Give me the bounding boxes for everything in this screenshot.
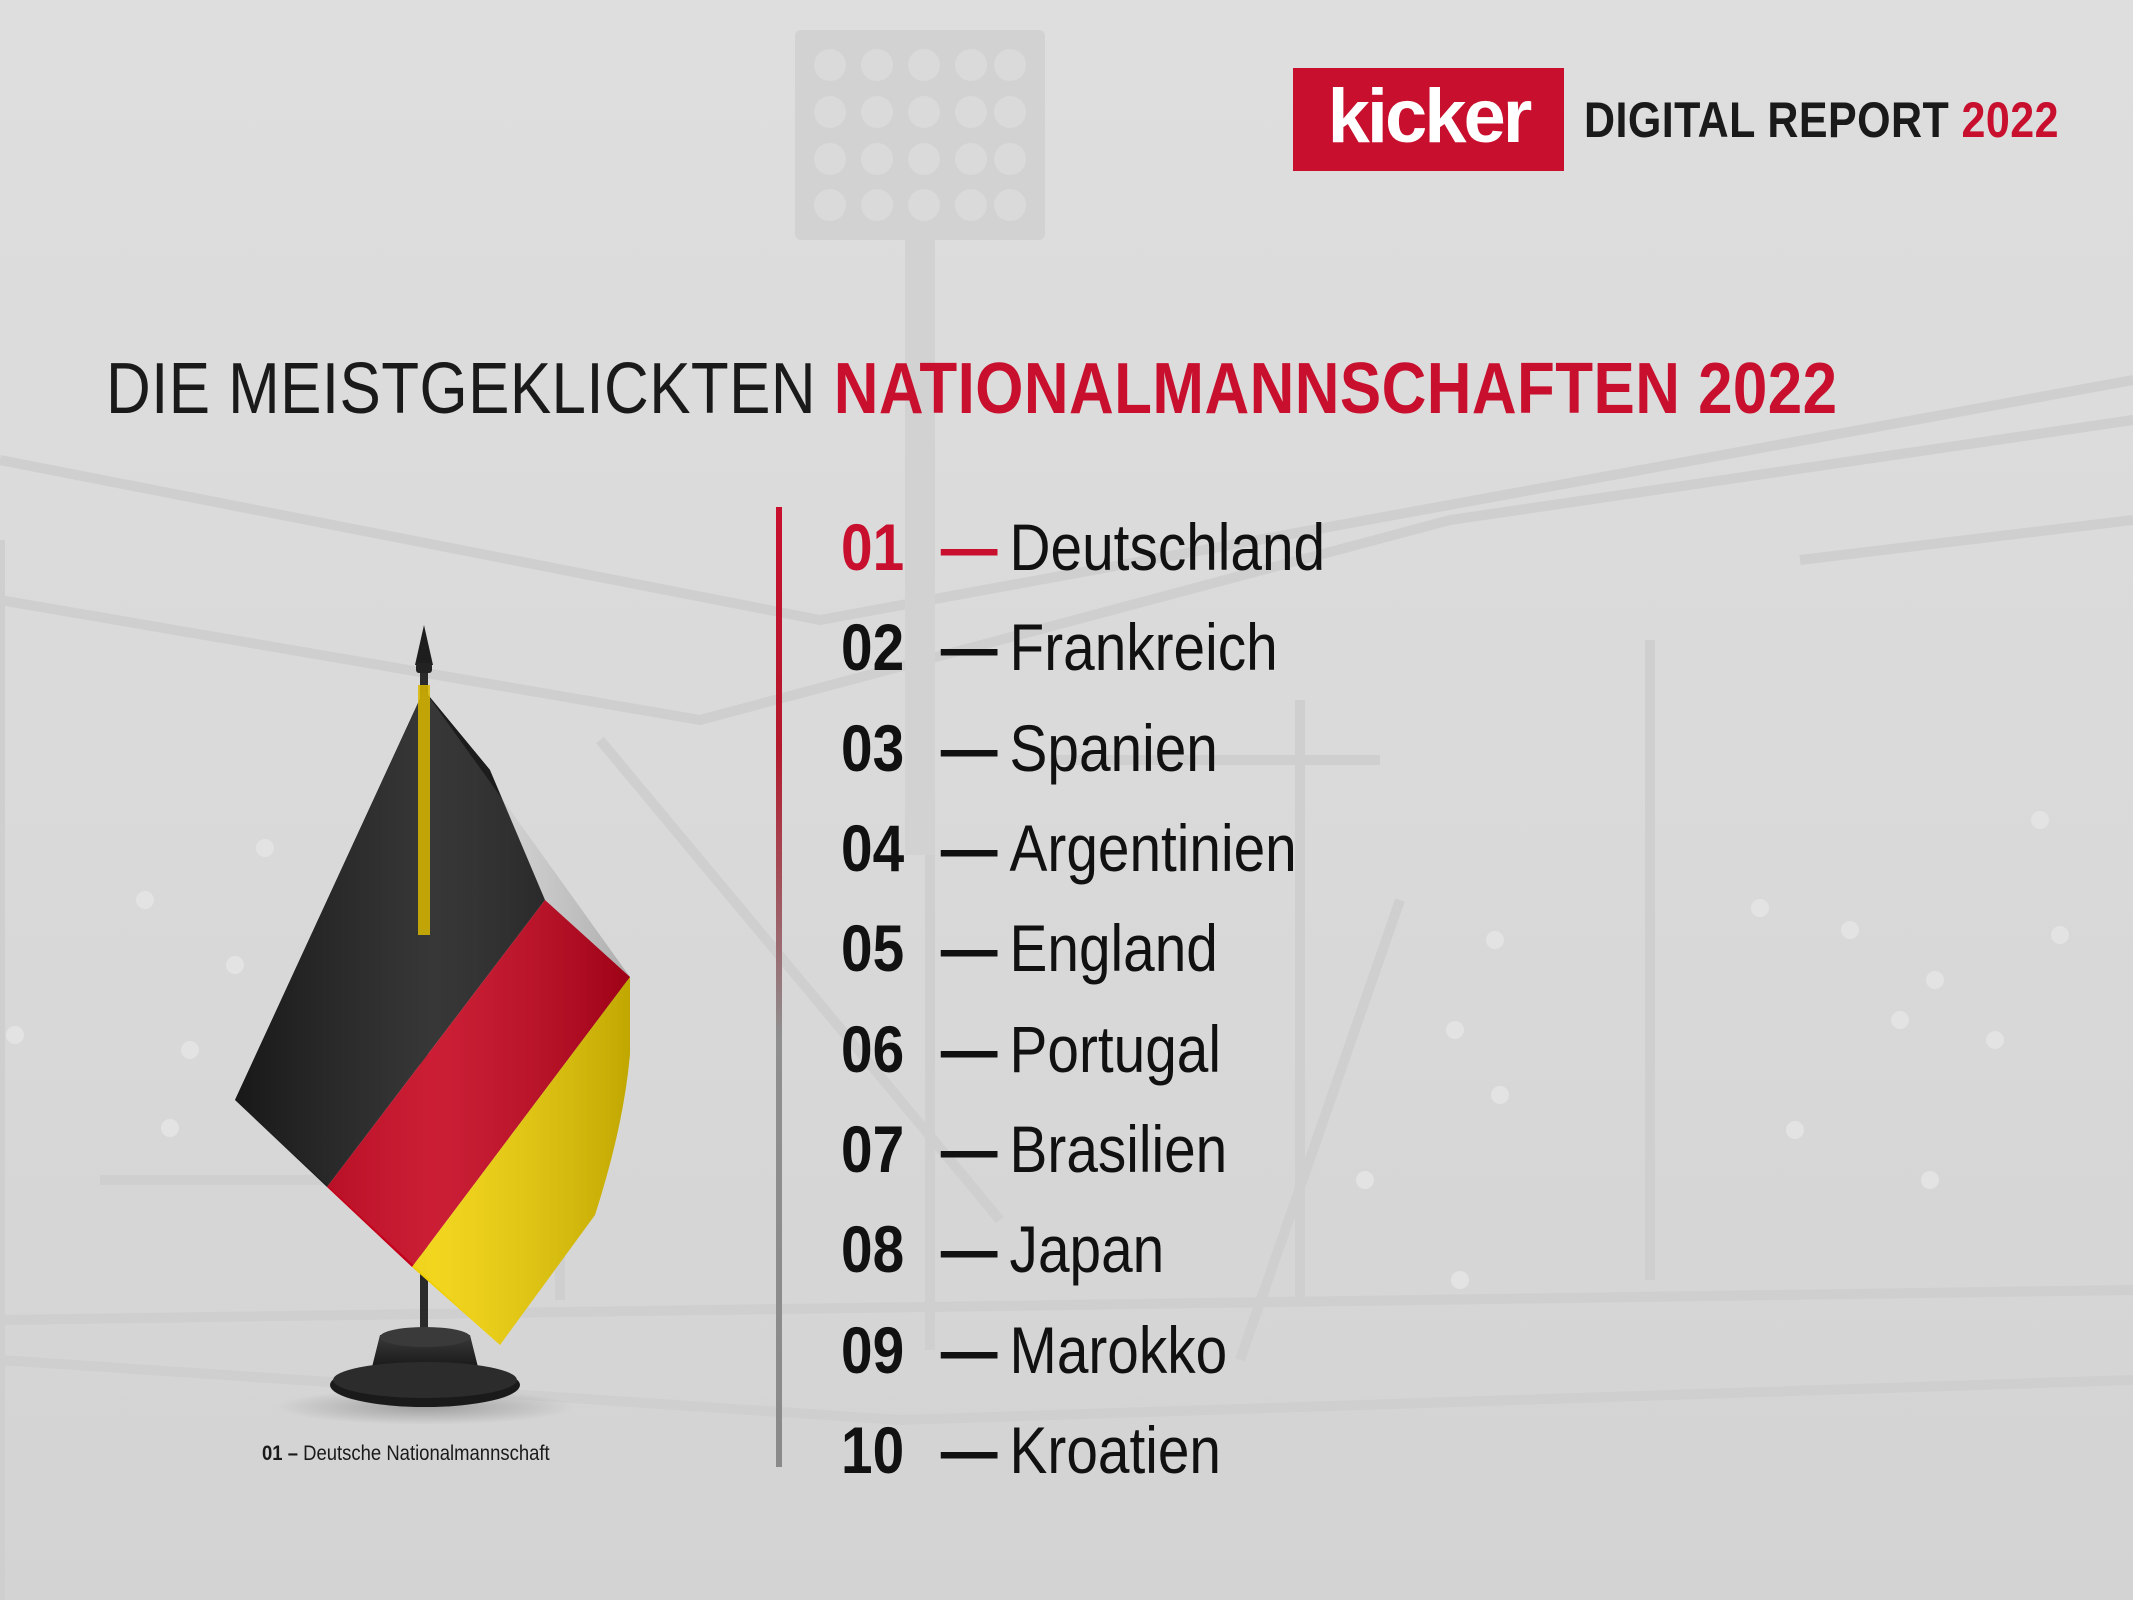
ranking-item: 02 — Frankreich <box>841 597 1404 697</box>
germany-table-flag-icon <box>235 625 630 1425</box>
rank-number: 10 <box>841 1412 905 1487</box>
rank-number: 04 <box>841 811 905 886</box>
rank-dash: — <box>940 811 998 886</box>
ranking-item: 06 — Portugal <box>841 998 1404 1098</box>
rank-dash: — <box>940 1111 998 1186</box>
ranking-item: 07 — Brasilien <box>841 1099 1404 1199</box>
rank-dash: — <box>940 1011 998 1086</box>
rank-dash: — <box>940 710 998 785</box>
rank-dash: — <box>940 510 998 585</box>
kicker-logo: kicker <box>1293 68 1564 171</box>
kicker-logo-text: kicker <box>1327 73 1533 159</box>
ranking-item: 05 — England <box>841 898 1404 998</box>
rank-dash: — <box>940 1212 998 1287</box>
rank-dash: — <box>940 1312 998 1387</box>
ranking-item: 03 — Spanien <box>841 698 1404 798</box>
rank-number: 06 <box>841 1011 905 1086</box>
rank-number: 02 <box>841 610 905 685</box>
team-name: Kroatien <box>1009 1412 1221 1487</box>
team-name: Marokko <box>1009 1312 1228 1387</box>
team-name: Spanien <box>1009 710 1218 785</box>
team-name: Portugal <box>1009 1011 1221 1086</box>
rank-number: 09 <box>841 1312 905 1387</box>
rank-dash: — <box>940 911 998 986</box>
team-name: Argentinien <box>1009 811 1297 886</box>
rank-number: 01 <box>841 510 905 585</box>
page-title: DIE MEISTGEKLICKTEN NATIONALMANNSCHAFTEN… <box>106 348 1838 430</box>
ranking-item: 09 — Marokko <box>841 1299 1404 1399</box>
rank-dash: — <box>940 610 998 685</box>
ranking-item: 01 — Deutschland <box>841 497 1404 597</box>
report-label: DIGITAL REPORT <box>1584 91 1950 148</box>
ranking-item: 08 — Japan <box>841 1199 1404 1299</box>
flag-caption: 01 – Deutsche Nationalmannschaft <box>262 1442 550 1466</box>
ranking-item: 10 — Kroatien <box>841 1400 1404 1500</box>
team-name: Brasilien <box>1009 1111 1228 1186</box>
team-name: England <box>1009 911 1218 986</box>
ranking-item: 04 — Argentinien <box>841 798 1404 898</box>
rank-number: 03 <box>841 710 905 785</box>
rank-number: 08 <box>841 1212 905 1287</box>
title-prefix: DIE MEISTGEKLICKTEN <box>106 349 817 429</box>
team-name: Frankreich <box>1009 610 1278 685</box>
caption-rank: 01 – <box>262 1442 298 1465</box>
report-year: 2022 <box>1961 91 2059 148</box>
title-highlight: NATIONALMANNSCHAFTEN 2022 <box>833 349 1838 429</box>
team-name: Japan <box>1009 1212 1165 1287</box>
brand-header: kicker DIGITAL REPORT 2022 <box>1293 68 2133 171</box>
rank-dash: — <box>940 1412 998 1487</box>
team-name: Deutschland <box>1009 510 1326 585</box>
ranking-list: 01 — Deutschland 02 — Frankreich 03 — Sp… <box>841 497 1404 1500</box>
rank-number: 05 <box>841 911 905 986</box>
rank-number: 07 <box>841 1111 905 1186</box>
caption-text: Deutsche Nationalmannschaft <box>303 1442 550 1465</box>
vertical-divider <box>776 507 782 1467</box>
report-title: DIGITAL REPORT 2022 <box>1584 91 2059 149</box>
